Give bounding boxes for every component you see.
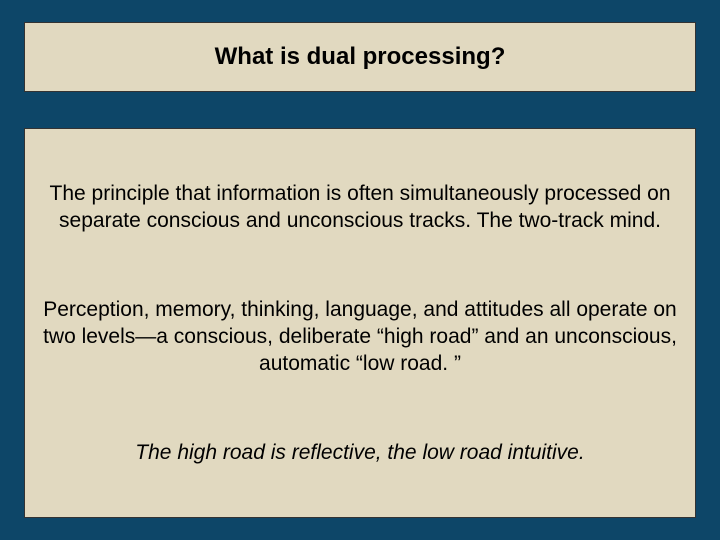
body-paragraph-2: Perception, memory, thinking, language, … <box>41 296 679 378</box>
body-paragraph-3: The high road is reflective, the low roa… <box>41 439 679 466</box>
slide: What is dual processing? The principle t… <box>24 22 696 518</box>
slide-title: What is dual processing? <box>215 43 506 70</box>
title-panel: What is dual processing? <box>24 22 696 92</box>
body-paragraph-1: The principle that information is often … <box>41 180 679 235</box>
body-panel: The principle that information is often … <box>24 128 696 518</box>
